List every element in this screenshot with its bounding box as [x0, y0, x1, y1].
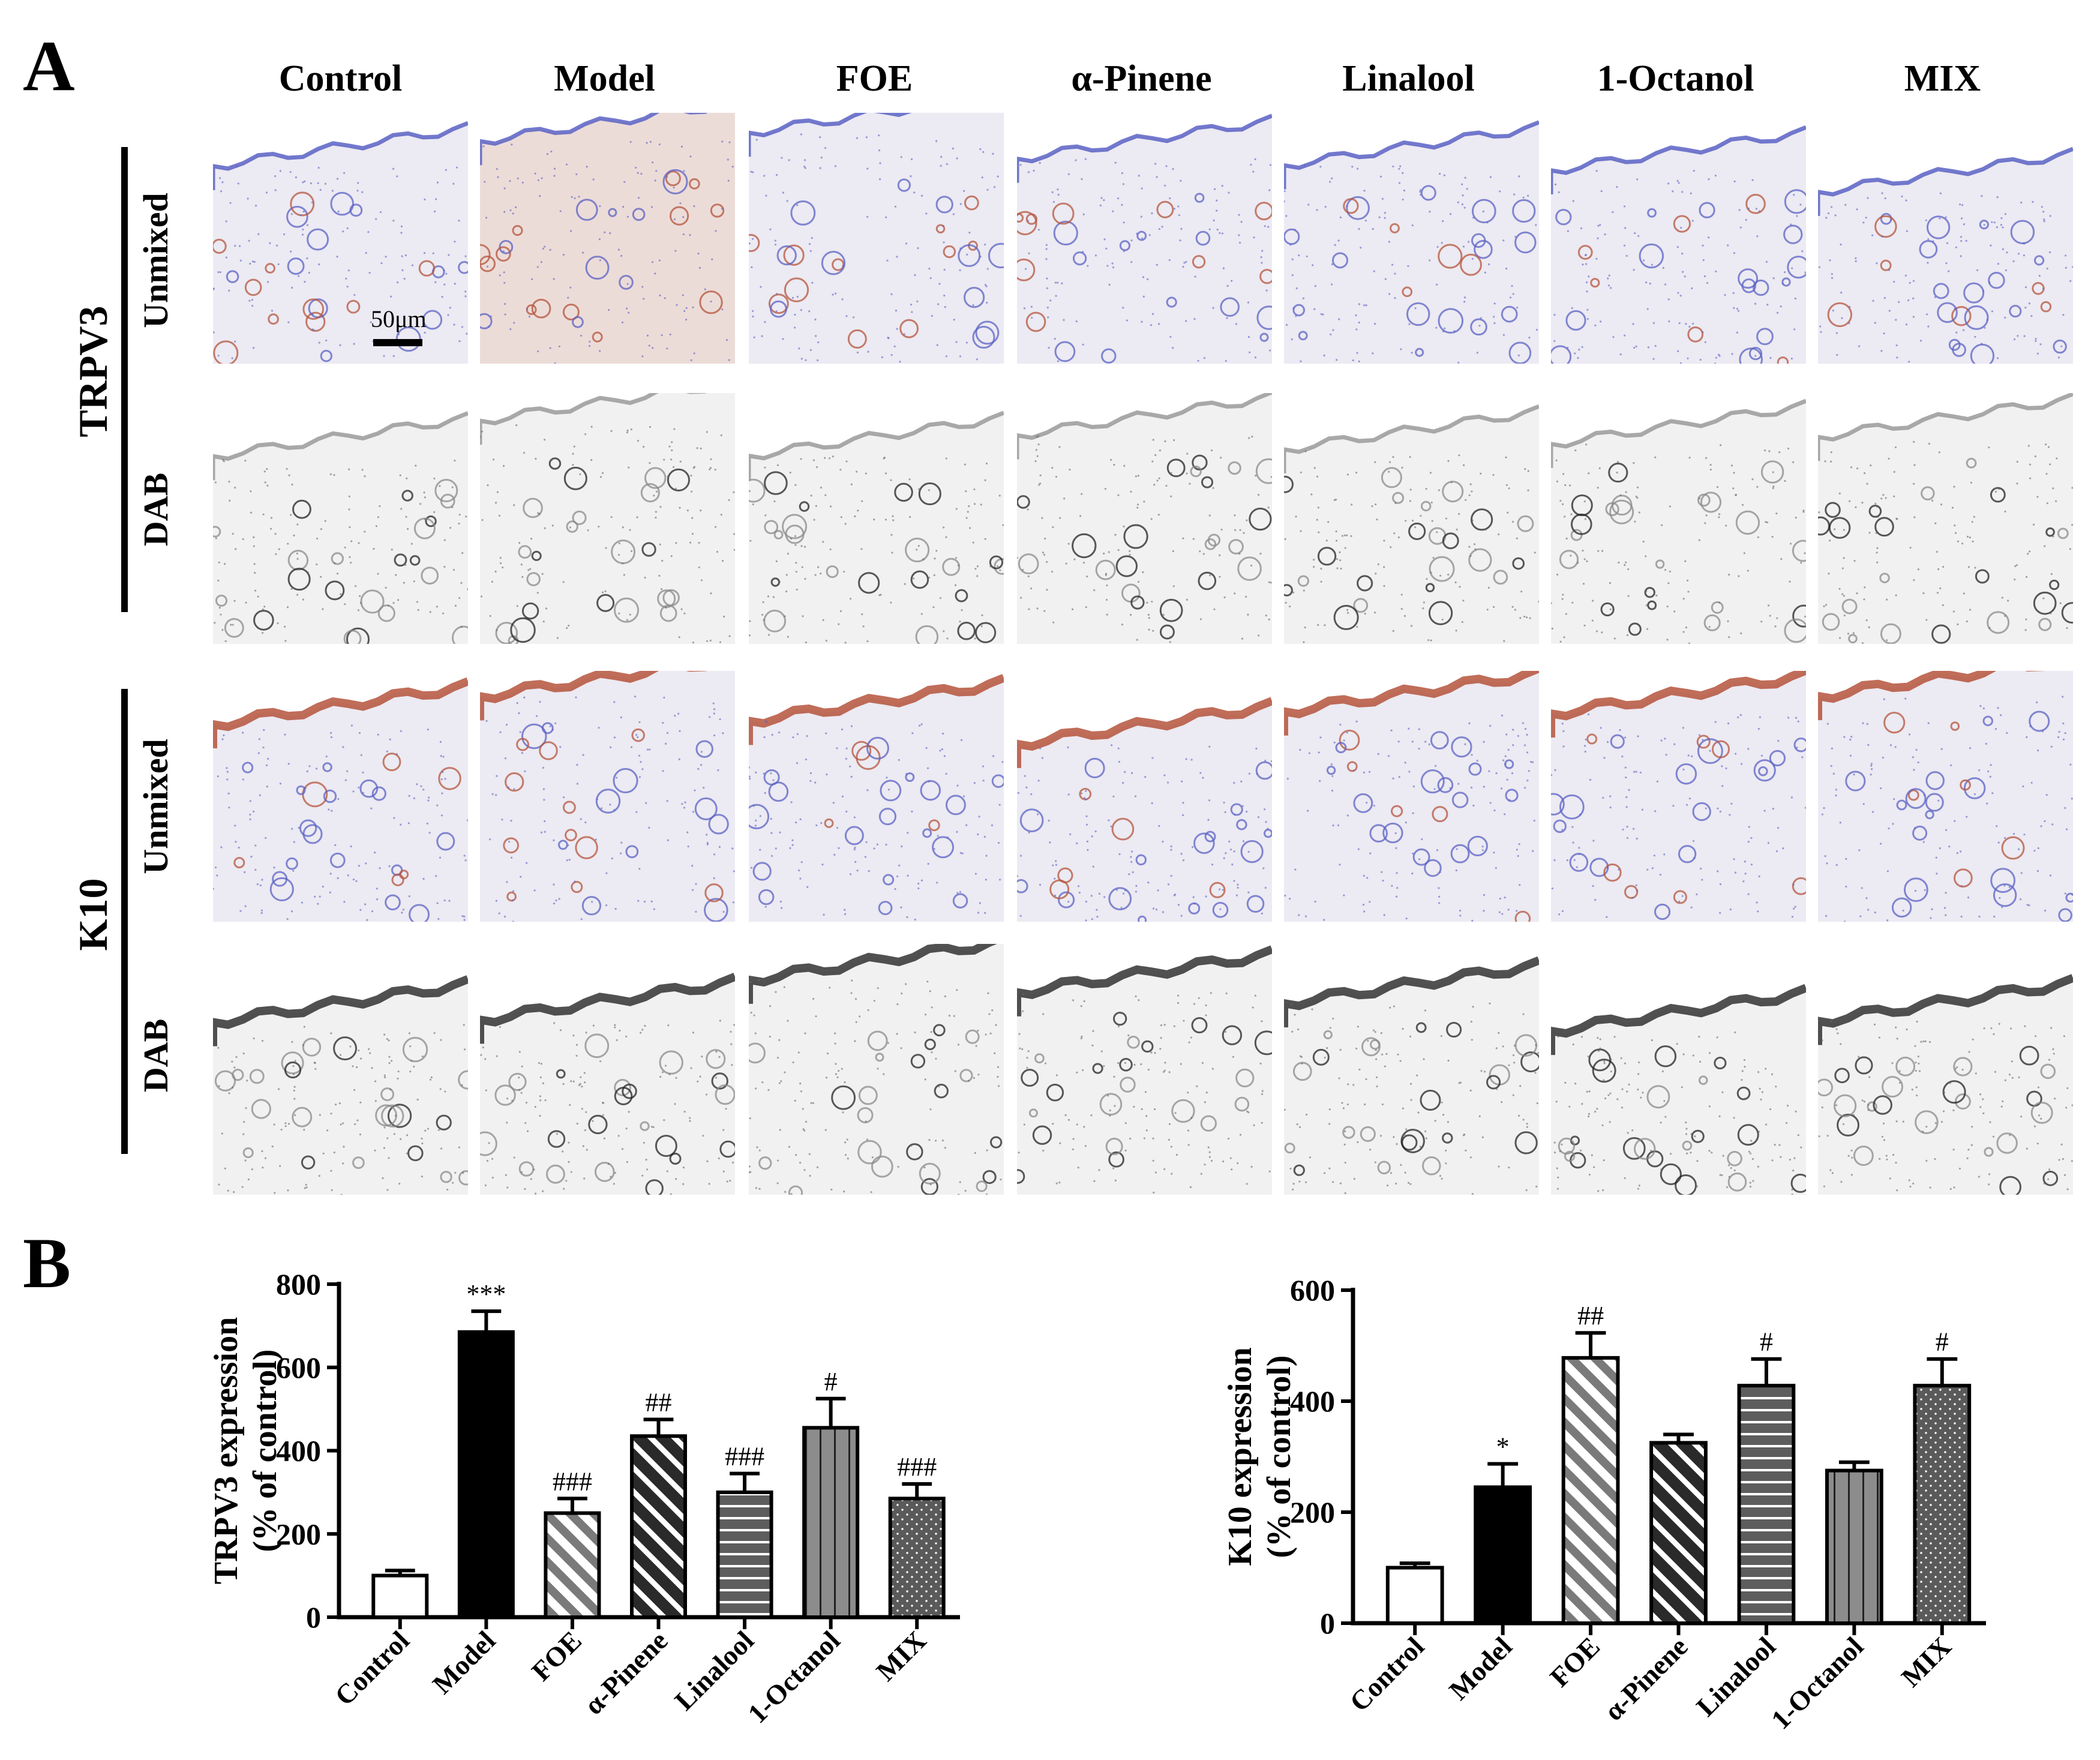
micrograph-dab-k10-model	[480, 944, 735, 1195]
y-tick-label: 200	[1290, 1495, 1335, 1529]
k10-bar-chart: 0 200 400 600 K10 expression (% of control) Co…	[1222, 1273, 1986, 1735]
significance-label: ###	[897, 1452, 937, 1482]
row-label-unmixed: Unmixed	[136, 193, 175, 328]
x-tick-label: Linalool	[1690, 1631, 1781, 1722]
bar	[1561, 1356, 1620, 1625]
column-header: Control	[278, 58, 403, 99]
bar	[1474, 1485, 1532, 1625]
bar	[1913, 1384, 1972, 1625]
x-tick-label: MIX	[1895, 1631, 1957, 1693]
micrograph-dab-trpv3-mix	[1818, 393, 2073, 644]
bar	[371, 1573, 429, 1619]
micrograph-dab-k10--pinene	[1017, 944, 1272, 1195]
x-tick-label: Model	[427, 1625, 502, 1700]
significance-label: #	[824, 1367, 838, 1396]
y-axis-label: K10 expression	[1222, 1347, 1259, 1566]
micrograph-dab-k10-linalool	[1284, 944, 1539, 1195]
column-header: α-Pinene	[1071, 58, 1212, 99]
micrograph-dab-k10-foe	[749, 944, 1004, 1195]
y-tick-label: 0	[1320, 1606, 1335, 1640]
micrograph-unmixed-trpv3-linalool	[1284, 113, 1539, 364]
group-bracket-trpv3	[121, 147, 128, 612]
y-tick-label: 400	[276, 1434, 321, 1468]
scale-bar	[373, 339, 422, 346]
y-axis-label: (% of control)	[1261, 1356, 1298, 1558]
micrograph-unmixed-k10-mix	[1818, 671, 2073, 922]
significance-label: #	[1936, 1327, 1949, 1357]
column-header: 1-Octanol	[1597, 58, 1754, 99]
significance-label: #	[1760, 1327, 1773, 1357]
scale-bar-label: 50μm	[371, 305, 427, 332]
y-tick-label: 600	[1290, 1273, 1335, 1307]
micrograph-dab-k10-1-octanol	[1551, 944, 1806, 1195]
column-header: MIX	[1904, 58, 1981, 99]
micrograph-dab-k10-control	[213, 944, 468, 1195]
group-bracket-k10	[121, 689, 128, 1154]
bar	[802, 1426, 860, 1619]
row-label-dab: DAB	[136, 1018, 175, 1093]
y-axis-label: TRPV3 expression	[208, 1317, 245, 1584]
micrograph-unmixed-k10-foe	[749, 671, 1004, 922]
micrograph-unmixed-k10--pinene	[1017, 671, 1272, 922]
x-tick-label: Control	[1343, 1631, 1430, 1717]
bar	[716, 1490, 773, 1619]
micrograph-unmixed-k10-1-octanol	[1551, 671, 1806, 922]
micrograph-unmixed-trpv3-foe	[749, 113, 1004, 364]
bar	[1825, 1468, 1883, 1625]
micrograph-unmixed-trpv3--pinene	[1017, 113, 1272, 364]
y-tick-label: 600	[276, 1351, 321, 1384]
x-tick-label: FOE	[1544, 1631, 1606, 1693]
x-tick-label: Control	[329, 1625, 415, 1711]
bar	[1385, 1566, 1444, 1625]
micrograph-unmixed-k10-model	[480, 671, 735, 922]
micrograph-dab-trpv3-control	[213, 393, 468, 644]
significance-label: ###	[553, 1467, 592, 1496]
bar	[457, 1330, 515, 1619]
micrograph-unmixed-trpv3-mix	[1818, 113, 2073, 364]
x-tick-label: α-Pinene	[1598, 1631, 1694, 1726]
micrograph-dab-trpv3-linalool	[1284, 393, 1539, 644]
panel-b-letter: B	[23, 1223, 71, 1303]
trpv3-bar-chart: 0 200 400 600 800 TRPV3 expression (% of contr…	[208, 1267, 960, 1729]
bar	[544, 1511, 601, 1619]
micrograph-dab-k10-mix	[1818, 944, 2073, 1195]
bar	[629, 1434, 688, 1619]
micrograph-dab-trpv3--pinene	[1017, 393, 1272, 644]
column-header: Model	[554, 58, 655, 99]
y-tick-label: 800	[276, 1267, 321, 1301]
bar	[1649, 1441, 1708, 1625]
y-tick-label: 0	[306, 1600, 321, 1634]
micrograph-dab-trpv3-1-octanol	[1551, 393, 1806, 644]
micrograph-unmixed-k10-control	[213, 671, 468, 922]
micrograph-dab-trpv3-foe	[749, 393, 1004, 644]
x-tick-label: Model	[1443, 1631, 1518, 1706]
y-tick-label: 200	[276, 1517, 321, 1551]
bar	[888, 1497, 946, 1619]
x-tick-label: 1-Octanol	[1765, 1631, 1869, 1735]
micrograph-unmixed-trpv3-control	[213, 113, 468, 364]
significance-label: ###	[725, 1442, 764, 1471]
x-tick-label: FOE	[526, 1625, 587, 1687]
micrograph-unmixed-trpv3-1-octanol	[1551, 113, 1806, 364]
column-header: Linalool	[1342, 58, 1475, 99]
x-tick-label: α-Pinene	[578, 1625, 674, 1720]
micrograph-unmixed-trpv3-model	[480, 113, 735, 364]
row-label-dab: DAB	[136, 472, 175, 547]
group-label-trpv3: TRPV3	[70, 305, 116, 437]
significance-label: ##	[1577, 1301, 1604, 1330]
significance-label: ***	[466, 1279, 506, 1309]
micrograph-unmixed-k10-linalool	[1284, 671, 1539, 922]
x-tick-label: 1-Octanol	[742, 1625, 845, 1729]
panel-a-letter: A	[23, 26, 75, 106]
y-axis-label: (% of control)	[247, 1350, 284, 1552]
column-header: FOE	[836, 58, 913, 99]
row-label-unmixed: Unmixed	[136, 739, 175, 874]
significance-label: ##	[646, 1387, 672, 1417]
micrograph-dab-trpv3-model	[480, 393, 735, 644]
bar	[1737, 1384, 1796, 1625]
x-tick-label: MIX	[870, 1625, 932, 1687]
significance-label: *	[1496, 1432, 1510, 1462]
y-tick-label: 400	[1290, 1384, 1335, 1418]
group-label-k10: K10	[70, 878, 116, 951]
